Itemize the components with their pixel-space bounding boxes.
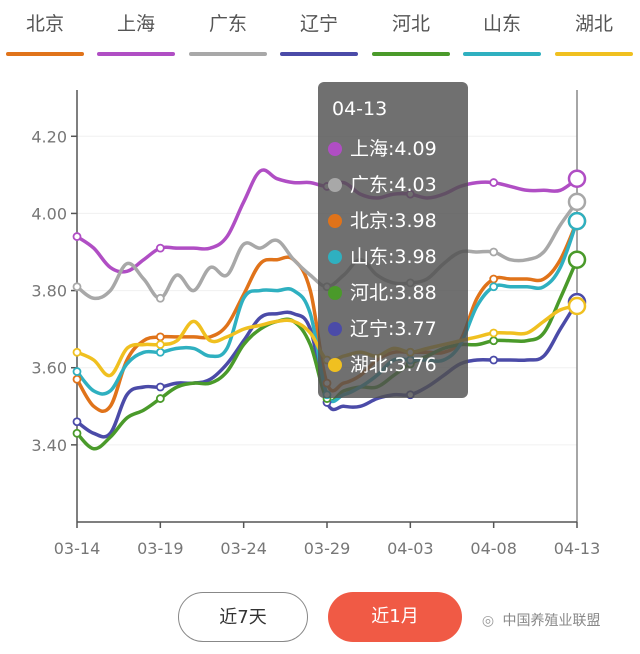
tooltip-text: 北京:3.98 [350, 210, 437, 232]
tooltip-row: 北京:3.98 [328, 206, 437, 233]
highlighted-point [567, 192, 587, 212]
y-tick-label: 3.40 [31, 436, 67, 455]
legend-label: 湖北 [574, 13, 613, 35]
data-point [155, 382, 165, 392]
tooltip-row: 山东:3.98 [328, 242, 437, 269]
legend-item-beijing[interactable]: 北京 [0, 10, 90, 56]
legend-item-shanghai[interactable]: 上海 [91, 10, 181, 56]
tooltip-text: 辽宁:3.77 [350, 318, 437, 340]
x-tick-label: 04-13 [554, 539, 601, 558]
data-point [72, 428, 82, 438]
legend-label: 辽宁 [299, 13, 338, 35]
x-tick-label: 03-14 [54, 539, 101, 558]
data-point [72, 374, 82, 384]
legend-label: 北京 [25, 13, 64, 35]
tooltip-date: 04-13 [332, 98, 388, 120]
legend-item-liaoning[interactable]: 辽宁 [274, 10, 364, 56]
data-point [489, 274, 499, 284]
legend: 北京 上海 广东 辽宁 河北 山东 湖北 [0, 0, 640, 70]
legend-swatch [280, 52, 358, 56]
highlighted-point [567, 296, 587, 316]
tooltip-row: 河北:3.88 [328, 278, 437, 305]
tooltip-dot [328, 142, 342, 156]
data-point [72, 232, 82, 241]
legend-label: 山东 [482, 13, 521, 35]
data-point [155, 394, 165, 403]
highlighted-point [567, 169, 587, 188]
wechat-icon: ◎ [481, 613, 495, 629]
y-tick-label: 3.60 [31, 359, 67, 378]
tooltip: 04-13 上海:4.09 广东:4.03 北京:3.98 山东:3.98 河北… [318, 82, 468, 398]
legend-swatch [97, 52, 175, 56]
tooltip-row: 广东:4.03 [328, 170, 437, 197]
watermark-text: 中国养殖业联盟 [502, 613, 601, 629]
tooltip-text: 广东:4.03 [350, 174, 437, 196]
legend-item-hebei[interactable]: 河北 [366, 10, 456, 56]
data-point [489, 178, 499, 187]
last-1-month-button[interactable]: 近1月 [328, 592, 462, 642]
tooltip-dot [328, 358, 342, 372]
tooltip-text: 湖北:3.76 [350, 354, 437, 376]
legend-swatch [555, 52, 633, 56]
y-tick-label: 4.20 [31, 127, 67, 146]
x-tick-label: 03-19 [137, 539, 184, 558]
data-point [489, 282, 499, 292]
data-point [72, 347, 82, 357]
last-7-days-button[interactable]: 近7天 [178, 592, 308, 642]
data-point [72, 367, 82, 376]
tooltip-row: 辽宁:3.77 [328, 314, 437, 341]
watermark: ◎ 中国养殖业联盟 [478, 610, 601, 630]
tooltip-dot [328, 178, 342, 192]
legend-item-guangdong[interactable]: 广东 [183, 10, 273, 56]
data-point [489, 328, 499, 338]
data-point [72, 282, 82, 292]
tooltip-dot [328, 286, 342, 300]
data-point [155, 243, 165, 253]
legend-swatch [6, 52, 84, 56]
x-tick-label: 04-08 [470, 539, 517, 558]
tooltip-text: 山东:3.98 [350, 246, 437, 268]
legend-swatch [189, 52, 267, 56]
data-point [155, 293, 165, 303]
data-point [489, 247, 499, 257]
tooltip-text: 上海:4.09 [350, 138, 437, 160]
y-tick-label: 3.80 [31, 282, 67, 301]
x-tick-label: 04-03 [387, 539, 434, 558]
tooltip-row: 上海:4.09 [328, 134, 437, 161]
legend-label: 广东 [208, 13, 247, 35]
legend-swatch [463, 52, 541, 56]
data-point [155, 340, 165, 349]
tooltip-dot [328, 322, 342, 336]
data-point [489, 336, 499, 346]
data-point [155, 347, 165, 357]
data-point [155, 332, 165, 342]
tooltip-dot [328, 214, 342, 228]
x-tick-label: 03-24 [220, 539, 267, 558]
tooltip-text: 河北:3.88 [350, 282, 437, 304]
legend-swatch [372, 52, 450, 56]
legend-item-shandong[interactable]: 山东 [457, 10, 547, 56]
highlighted-point [567, 250, 587, 269]
legend-label: 河北 [391, 13, 430, 35]
legend-item-hubei[interactable]: 湖北 [549, 10, 639, 56]
data-point [72, 417, 82, 427]
tooltip-dot [328, 250, 342, 264]
legend-label: 上海 [116, 13, 155, 35]
axes: 3.40 3.60 3.80 4.00 4.20 03-14 03-19 03-24 03-29… [31, 90, 600, 558]
y-tick-label: 4.00 [31, 204, 67, 223]
tooltip-row: 湖北:3.76 [328, 350, 437, 377]
highlighted-point [567, 211, 587, 231]
x-tick-label: 03-29 [304, 539, 351, 558]
data-point [489, 355, 499, 365]
